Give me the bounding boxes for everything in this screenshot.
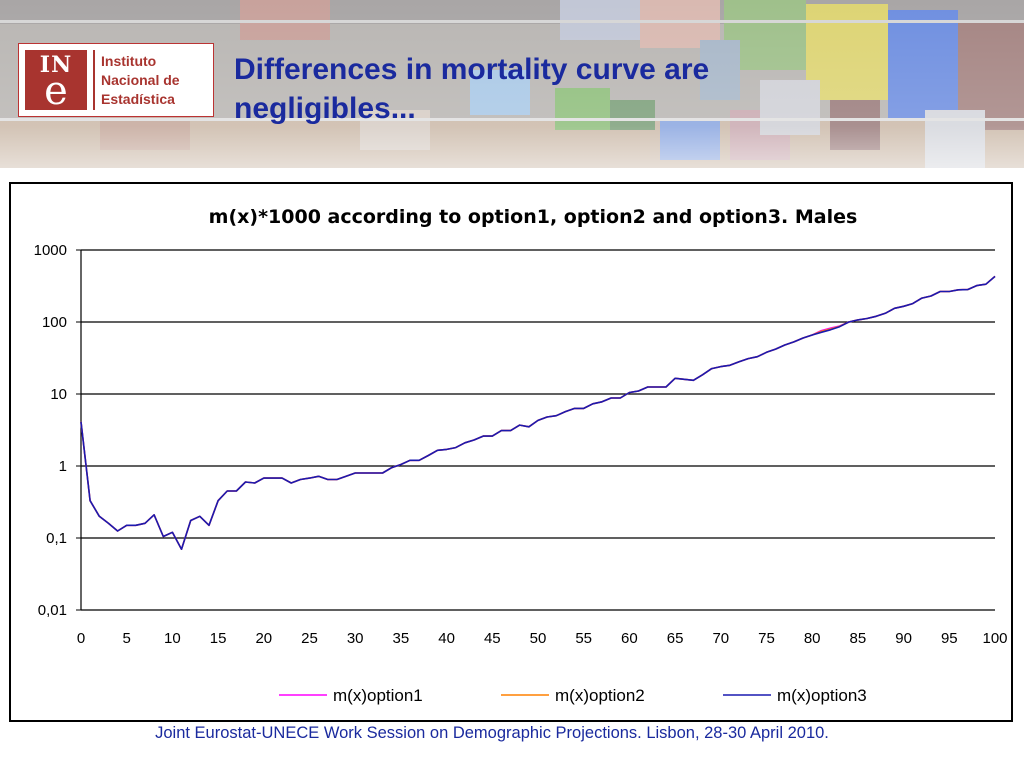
legend-label-option1: m(x)option1 [333, 686, 423, 705]
y-tick-label: 100 [42, 314, 67, 331]
x-tick-label: 95 [941, 630, 958, 647]
chart-title: m(x)*1000 according to option1, option2 … [209, 206, 858, 228]
legend-label-option3: m(x)option3 [777, 686, 867, 705]
x-tick-label: 85 [850, 630, 867, 647]
x-tick-label: 35 [393, 630, 410, 647]
x-tick-label: 20 [255, 630, 272, 647]
x-tick-label: 65 [667, 630, 684, 647]
x-tick-label: 5 [123, 630, 131, 647]
x-tick-label: 15 [210, 630, 227, 647]
y-tick-label: 1000 [34, 242, 67, 259]
x-tick-label: 0 [77, 630, 85, 647]
x-tick-label: 100 [982, 630, 1007, 647]
logo-text: Instituto Nacional de Estadística [101, 52, 180, 109]
x-tick-label: 40 [438, 630, 455, 647]
logo-mark-e: e [44, 68, 68, 114]
y-tick-label: 0,1 [46, 530, 67, 547]
slide-title: Differences in mortality curve are negli… [234, 53, 710, 125]
x-tick-label: 90 [895, 630, 912, 647]
logo-line-3: Estadística [101, 91, 175, 107]
x-tick-label: 60 [621, 630, 638, 647]
y-tick-label: 1 [59, 458, 67, 475]
x-tick-label: 10 [164, 630, 181, 647]
x-tick-label: 80 [804, 630, 821, 647]
logo-divider [93, 50, 95, 110]
x-tick-label: 75 [758, 630, 775, 647]
y-tick-label: 0,01 [38, 602, 67, 619]
x-tick-label: 45 [484, 630, 501, 647]
logo-line-2: Nacional de [101, 72, 180, 88]
logo-line-1: Instituto [101, 53, 157, 69]
y-tick-label: 10 [50, 386, 67, 403]
chart-frame: m(x)*1000 according to option1, option2 … [9, 182, 1013, 722]
ine-logo-mark: IN e [25, 50, 87, 114]
mortality-chart: m(x)*1000 according to option1, option2 … [34, 206, 1008, 705]
x-tick-label: 70 [712, 630, 729, 647]
ine-logo: IN e Instituto Nacional de Estadística [18, 43, 214, 117]
logo-mark-in: IN [39, 52, 73, 78]
x-tick-label: 50 [530, 630, 547, 647]
series-line-option3 [80, 275, 996, 551]
footer-text: Joint Eurostat-UNECE Work Session on Dem… [155, 724, 829, 742]
x-tick-label: 30 [347, 630, 364, 647]
series-line-option2 [80, 275, 996, 551]
series-line-option1 [80, 275, 996, 551]
x-tick-label: 25 [301, 630, 318, 647]
x-tick-label: 55 [575, 630, 592, 647]
legend-label-option2: m(x)option2 [555, 686, 645, 705]
